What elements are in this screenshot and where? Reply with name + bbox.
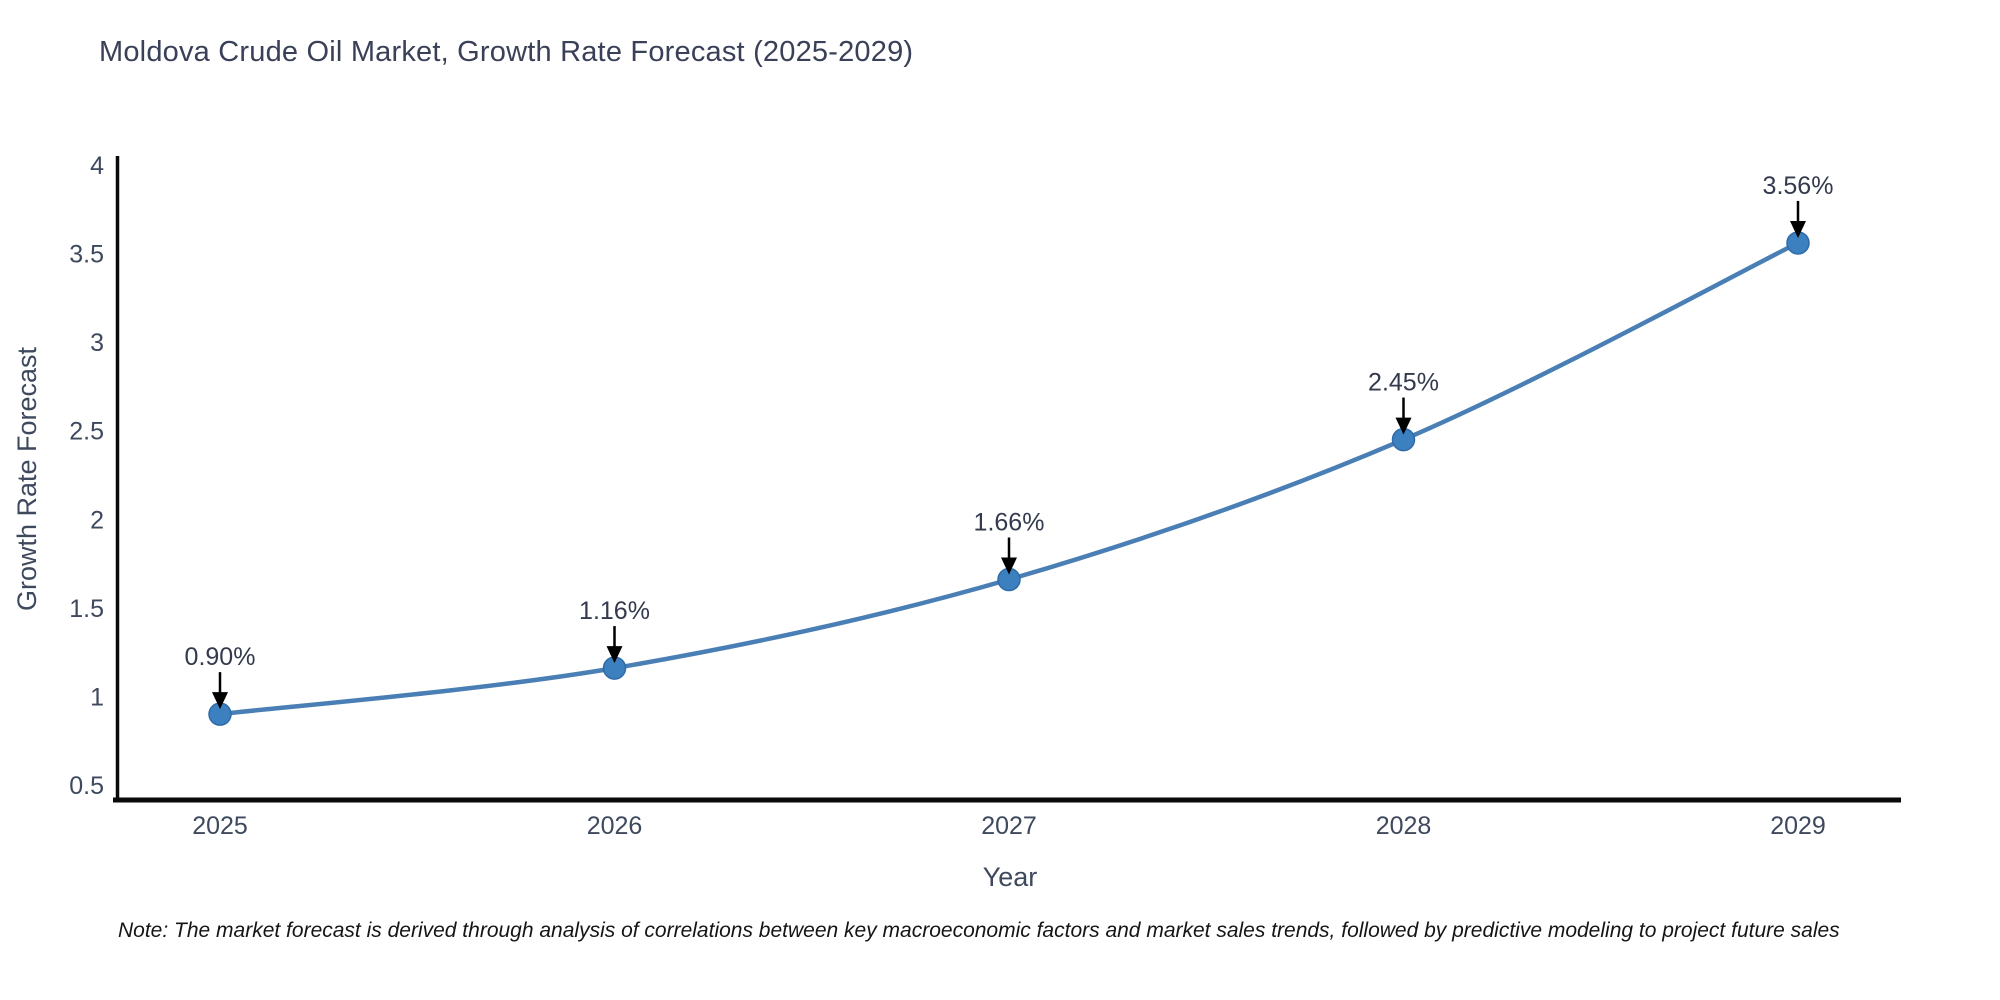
y-tick-label: 1	[90, 683, 104, 711]
annotation-arrowhead-icon	[1395, 417, 1412, 435]
y-tick-label: 2	[90, 506, 104, 534]
x-axis-tick-labels: 2025 2026 2027 2028 2029	[192, 812, 1826, 840]
annotation-arrowhead-icon	[1001, 557, 1017, 575]
x-tick-label: 2025	[192, 812, 248, 840]
annotation-arrowhead-icon	[606, 646, 623, 664]
y-axis-tick-labels: 0.5 1 1.5 2 2.5 3 3.5 4	[69, 152, 104, 800]
point-value-label: 1.16%	[579, 597, 650, 625]
y-tick-label: 3	[90, 329, 104, 357]
x-tick-label: 2029	[1770, 812, 1826, 840]
point-annotations: 0.90% 1.16% 1.66% 2.45% 3.56%	[185, 172, 1834, 710]
y-tick-label: 3.5	[69, 241, 104, 269]
y-tick-label: 0.5	[69, 772, 104, 800]
chart-title: Moldova Crude Oil Market, Growth Rate Fo…	[99, 36, 914, 68]
x-tick-label: 2028	[1376, 812, 1432, 840]
data-series	[208, 231, 1810, 726]
y-axis-title: Growth Rate Forecast	[12, 346, 42, 611]
y-tick-label: 2.5	[69, 418, 104, 446]
point-value-label: 2.45%	[1368, 369, 1439, 397]
point-value-label: 3.56%	[1763, 172, 1834, 200]
x-axis-title: Year	[983, 862, 1038, 892]
point-value-label: 0.90%	[185, 643, 256, 671]
annotation-arrowhead-icon	[1790, 220, 1806, 238]
y-tick-label: 1.5	[69, 595, 104, 623]
x-tick-label: 2027	[981, 812, 1037, 840]
y-tick-label: 4	[90, 152, 104, 180]
footnote: Note: The market forecast is derived thr…	[118, 919, 1840, 942]
point-value-label: 1.66%	[974, 509, 1045, 537]
x-tick-label: 2026	[587, 812, 643, 840]
growth-rate-line	[217, 240, 1801, 717]
annotation-arrowhead-icon	[212, 692, 228, 710]
